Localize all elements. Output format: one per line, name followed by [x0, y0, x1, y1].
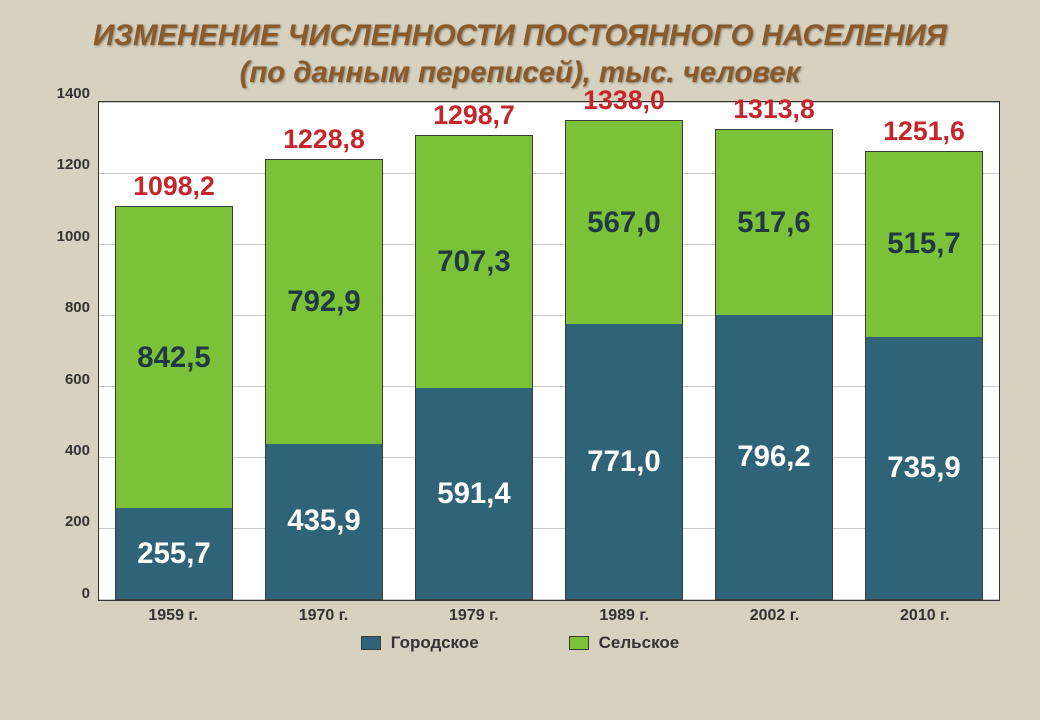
- chart-title-line1: ИЗМЕНЕНИЕ ЧИСЛЕННОСТИ ПОСТОЯННОГО НАСЕЛЕ…: [30, 18, 1010, 55]
- chart-title-line2: (по данным переписей), тыс. человек: [30, 55, 1010, 92]
- bar-segment-urban: 591,4: [416, 388, 532, 599]
- bar-stack: 735,9515,7: [865, 151, 983, 600]
- y-axis: 0200400600800100012001400: [40, 101, 98, 601]
- bar-slot: 1298,7 591,4707,3: [415, 102, 533, 600]
- x-tick-label: 2010 г.: [866, 607, 984, 625]
- legend-item-rural: Сельское: [569, 633, 680, 653]
- plot-area: 1098,2 255,7842,5 1228,8 435,9792,9 1298,7 59…: [98, 101, 1000, 601]
- bar-stack: 796,2517,6: [715, 129, 833, 600]
- bar-segment-urban: 796,2: [716, 315, 832, 599]
- bar-segment-rural: 515,7: [866, 152, 982, 336]
- chart-title: ИЗМЕНЕНИЕ ЧИСЛЕННОСТИ ПОСТОЯННОГО НАСЕЛЕ…: [20, 18, 1020, 97]
- x-tick-label: 1959 г.: [114, 607, 232, 625]
- bar-segment-urban: 771,0: [566, 324, 682, 599]
- legend-swatch: [569, 636, 589, 650]
- bar-stack: 255,7842,5: [115, 206, 233, 600]
- x-tick-label: 2002 г.: [715, 607, 833, 625]
- chart: 0200400600800100012001400 1098,2 255,7842…: [40, 101, 1000, 653]
- bar-segment-urban: 735,9: [866, 337, 982, 600]
- bar-segment-urban: 435,9: [266, 444, 382, 600]
- bar-segment-rural: 792,9: [266, 160, 382, 443]
- bar-slot: 1313,8796,2517,6: [715, 102, 833, 600]
- bar-total-label: 1251,6: [883, 116, 965, 147]
- bar-total-label: 1298,7: [433, 100, 515, 131]
- x-axis: 1959 г. 1970 г. 1979 г. 1989 г. 2002 г. 2010 …: [98, 601, 1000, 625]
- x-tick-label: 1979 г.: [415, 607, 533, 625]
- bar-slot: 1251,6 735,9515,7: [865, 102, 983, 600]
- bar-stack: 771,0567,0: [565, 120, 683, 600]
- plot-outer: 0200400600800100012001400 1098,2 255,7842…: [40, 101, 1000, 601]
- bar-segment-rural: 707,3: [416, 136, 532, 389]
- bar-slot: 1228,8 435,9792,9: [265, 102, 383, 600]
- bar-segment-rural: 567,0: [566, 121, 682, 324]
- bar-segment-urban: 255,7: [116, 508, 232, 599]
- bar-total-label: 1228,8: [283, 124, 365, 155]
- bar-total-label: 1313,8: [733, 94, 815, 125]
- page: ИЗМЕНЕНИЕ ЧИСЛЕННОСТИ ПОСТОЯННОГО НАСЕЛЕ…: [0, 0, 1040, 720]
- bars-container: 1098,2 255,7842,5 1228,8 435,9792,9 1298,7 59…: [99, 102, 999, 600]
- x-tick-label: 1970 г.: [264, 607, 382, 625]
- legend-label: Городское: [391, 633, 479, 653]
- legend-label: Сельское: [599, 633, 680, 653]
- bar-segment-rural: 842,5: [116, 207, 232, 508]
- legend: Городское Сельское: [40, 633, 1000, 653]
- bar-slot: 1098,2 255,7842,5: [115, 102, 233, 600]
- x-tick-label: 1989 г.: [565, 607, 683, 625]
- bar-stack: 591,4707,3: [415, 135, 533, 601]
- bar-total-label: 1338,0: [583, 85, 665, 116]
- bar-total-label: 1098,2: [133, 171, 215, 202]
- bar-segment-rural: 517,6: [716, 130, 832, 315]
- legend-swatch: [361, 636, 381, 650]
- bar-slot: 1338,0771,0567,0: [565, 102, 683, 600]
- bar-stack: 435,9792,9: [265, 159, 383, 600]
- legend-item-urban: Городское: [361, 633, 479, 653]
